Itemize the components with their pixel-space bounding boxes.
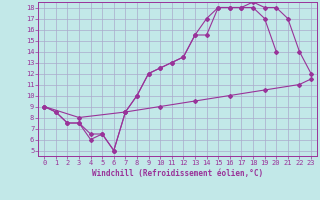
X-axis label: Windchill (Refroidissement éolien,°C): Windchill (Refroidissement éolien,°C)	[92, 169, 263, 178]
